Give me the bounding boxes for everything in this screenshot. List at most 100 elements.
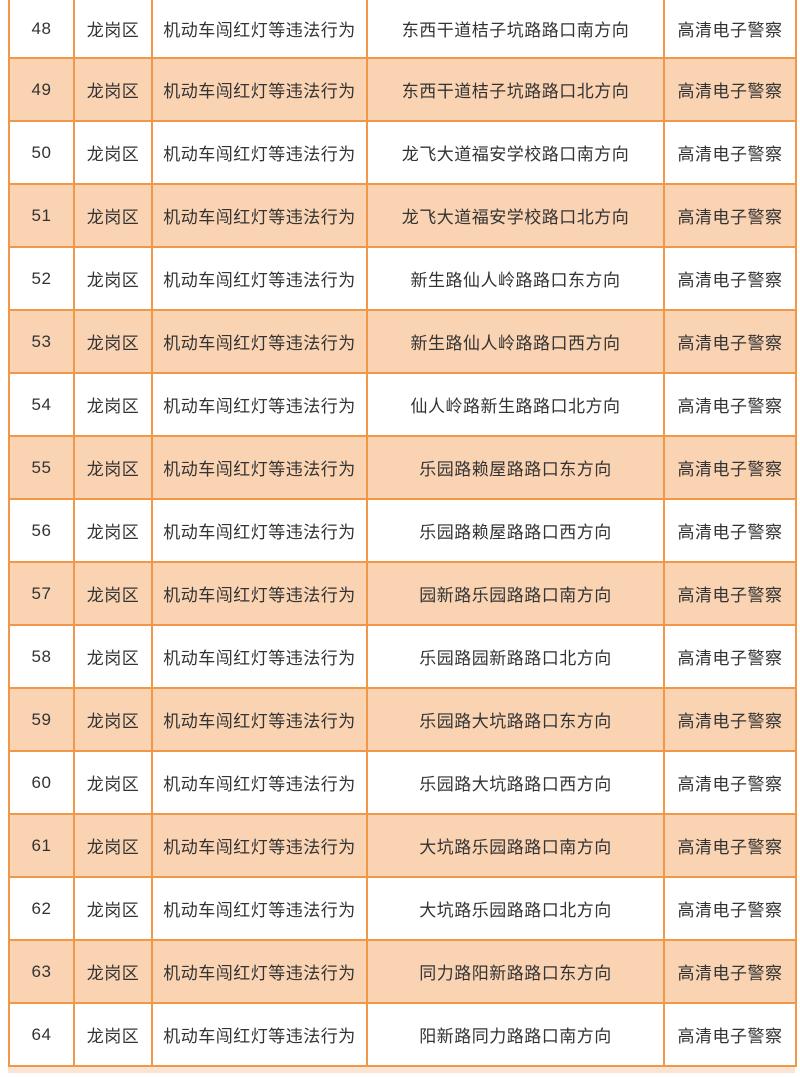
cell-district: 龙岗区 (73, 750, 153, 815)
cell-violation-type: 机动车闯红灯等违法行为 (151, 939, 368, 1004)
cell-district: 龙岗区 (73, 498, 153, 563)
cell-device-type: 高清电子警察 (663, 0, 797, 59)
table-row: 55 龙岗区 机动车闯红灯等违法行为 乐园路赖屋路路口东方向 高清电子警察 (8, 435, 797, 500)
cell-row-number: 50 (8, 120, 75, 185)
cell-location: 东西干道桔子坑路路口北方向 (366, 57, 665, 122)
cell-district: 龙岗区 (73, 561, 153, 626)
cell-row-number: 59 (8, 687, 75, 752)
cell-device-type: 高清电子警察 (663, 561, 797, 626)
cell-location: 新生路仙人岭路路口西方向 (366, 309, 665, 374)
cell-district: 龙岗区 (73, 246, 153, 311)
cell-district: 龙岗区 (73, 813, 153, 878)
cell-violation-type: 机动车闯红灯等违法行为 (151, 876, 368, 941)
cell-violation-type: 机动车闯红灯等违法行为 (151, 813, 368, 878)
cell-row-number: 53 (8, 309, 75, 374)
cell-device-type: 高清电子警察 (663, 624, 797, 689)
cell-device-type: 高清电子警察 (663, 750, 797, 815)
cell-row-number: 52 (8, 246, 75, 311)
cell-district: 龙岗区 (73, 687, 153, 752)
table-row: 59 龙岗区 机动车闯红灯等违法行为 乐园路大坑路路口东方向 高清电子警察 (8, 687, 797, 752)
cell-district: 龙岗区 (73, 435, 153, 500)
cell-row-number: 56 (8, 498, 75, 563)
cell-row-number: 49 (8, 57, 75, 122)
cell-district: 龙岗区 (73, 120, 153, 185)
cell-location: 大坑路乐园路路口南方向 (366, 813, 665, 878)
cell-violation-type: 机动车闯红灯等违法行为 (151, 624, 368, 689)
cell-district: 龙岗区 (73, 57, 153, 122)
table-row: 51 龙岗区 机动车闯红灯等违法行为 龙飞大道福安学校路口北方向 高清电子警察 (8, 183, 797, 248)
table-row: 49 龙岗区 机动车闯红灯等违法行为 东西干道桔子坑路路口北方向 高清电子警察 (8, 57, 797, 122)
cell-row-number: 62 (8, 876, 75, 941)
cell-violation-type: 机动车闯红灯等违法行为 (151, 435, 368, 500)
cell-device-type: 高清电子警察 (663, 813, 797, 878)
cell-location: 阳新路同力路路口南方向 (366, 1002, 665, 1067)
camera-locations-table: 48 龙岗区 机动车闯红灯等违法行为 东西干道桔子坑路路口南方向 高清电子警察 … (8, 0, 797, 1067)
cell-violation-type: 机动车闯红灯等违法行为 (151, 0, 368, 59)
cell-violation-type: 机动车闯红灯等违法行为 (151, 687, 368, 752)
cell-location: 园新路乐园路路口南方向 (366, 561, 665, 626)
cell-location: 大坑路乐园路路口北方向 (366, 876, 665, 941)
cell-violation-type: 机动车闯红灯等违法行为 (151, 309, 368, 374)
cell-device-type: 高清电子警察 (663, 57, 797, 122)
cell-district: 龙岗区 (73, 1002, 153, 1067)
cell-location: 龙飞大道福安学校路口南方向 (366, 120, 665, 185)
cell-device-type: 高清电子警察 (663, 120, 797, 185)
cell-violation-type: 机动车闯红灯等违法行为 (151, 372, 368, 437)
next-row-cutoff-strip (8, 1067, 795, 1073)
cell-location: 同力路阳新路路口东方向 (366, 939, 665, 1004)
cell-row-number: 63 (8, 939, 75, 1004)
cell-district: 龙岗区 (73, 624, 153, 689)
cell-row-number: 48 (8, 0, 75, 59)
cell-district: 龙岗区 (73, 939, 153, 1004)
table-row: 63 龙岗区 机动车闯红灯等违法行为 同力路阳新路路口东方向 高清电子警察 (8, 939, 797, 1004)
cell-row-number: 60 (8, 750, 75, 815)
cell-location: 仙人岭路新生路路口北方向 (366, 372, 665, 437)
cell-location: 乐园路赖屋路路口东方向 (366, 435, 665, 500)
cell-location: 乐园路大坑路路口西方向 (366, 750, 665, 815)
cell-device-type: 高清电子警察 (663, 435, 797, 500)
table-row: 56 龙岗区 机动车闯红灯等违法行为 乐园路赖屋路路口西方向 高清电子警察 (8, 498, 797, 563)
table-row: 64 龙岗区 机动车闯红灯等违法行为 阳新路同力路路口南方向 高清电子警察 (8, 1002, 797, 1067)
cell-location: 乐园路园新路路口北方向 (366, 624, 665, 689)
cell-device-type: 高清电子警察 (663, 183, 797, 248)
table-row: 53 龙岗区 机动车闯红灯等违法行为 新生路仙人岭路路口西方向 高清电子警察 (8, 309, 797, 374)
cell-device-type: 高清电子警察 (663, 498, 797, 563)
cell-row-number: 58 (8, 624, 75, 689)
cell-violation-type: 机动车闯红灯等违法行为 (151, 750, 368, 815)
cell-district: 龙岗区 (73, 0, 153, 59)
cell-row-number: 55 (8, 435, 75, 500)
cell-violation-type: 机动车闯红灯等违法行为 (151, 183, 368, 248)
cell-device-type: 高清电子警察 (663, 372, 797, 437)
cell-location: 龙飞大道福安学校路口北方向 (366, 183, 665, 248)
cell-device-type: 高清电子警察 (663, 876, 797, 941)
cell-district: 龙岗区 (73, 372, 153, 437)
table-row: 57 龙岗区 机动车闯红灯等违法行为 园新路乐园路路口南方向 高清电子警察 (8, 561, 797, 626)
table-row: 61 龙岗区 机动车闯红灯等违法行为 大坑路乐园路路口南方向 高清电子警察 (8, 813, 797, 878)
cell-district: 龙岗区 (73, 309, 153, 374)
table-row: 54 龙岗区 机动车闯红灯等违法行为 仙人岭路新生路路口北方向 高清电子警察 (8, 372, 797, 437)
cell-violation-type: 机动车闯红灯等违法行为 (151, 561, 368, 626)
cell-row-number: 64 (8, 1002, 75, 1067)
cell-location: 乐园路大坑路路口东方向 (366, 687, 665, 752)
camera-locations-table-wrap: 48 龙岗区 机动车闯红灯等违法行为 东西干道桔子坑路路口南方向 高清电子警察 … (8, 0, 797, 1073)
cell-district: 龙岗区 (73, 876, 153, 941)
cell-location: 新生路仙人岭路路口东方向 (366, 246, 665, 311)
table-row: 62 龙岗区 机动车闯红灯等违法行为 大坑路乐园路路口北方向 高清电子警察 (8, 876, 797, 941)
cell-row-number: 54 (8, 372, 75, 437)
cell-violation-type: 机动车闯红灯等违法行为 (151, 1002, 368, 1067)
cell-violation-type: 机动车闯红灯等违法行为 (151, 246, 368, 311)
cell-violation-type: 机动车闯红灯等违法行为 (151, 498, 368, 563)
cell-district: 龙岗区 (73, 183, 153, 248)
cell-row-number: 51 (8, 183, 75, 248)
cell-violation-type: 机动车闯红灯等违法行为 (151, 120, 368, 185)
cell-violation-type: 机动车闯红灯等违法行为 (151, 57, 368, 122)
table-row: 50 龙岗区 机动车闯红灯等违法行为 龙飞大道福安学校路口南方向 高清电子警察 (8, 120, 797, 185)
cell-device-type: 高清电子警察 (663, 246, 797, 311)
table-row: 48 龙岗区 机动车闯红灯等违法行为 东西干道桔子坑路路口南方向 高清电子警察 (8, 0, 797, 59)
cell-device-type: 高清电子警察 (663, 687, 797, 752)
camera-table-body: 48 龙岗区 机动车闯红灯等违法行为 东西干道桔子坑路路口南方向 高清电子警察 … (8, 0, 797, 1067)
cell-location: 乐园路赖屋路路口西方向 (366, 498, 665, 563)
cell-location: 东西干道桔子坑路路口南方向 (366, 0, 665, 59)
table-row: 58 龙岗区 机动车闯红灯等违法行为 乐园路园新路路口北方向 高清电子警察 (8, 624, 797, 689)
cell-row-number: 57 (8, 561, 75, 626)
